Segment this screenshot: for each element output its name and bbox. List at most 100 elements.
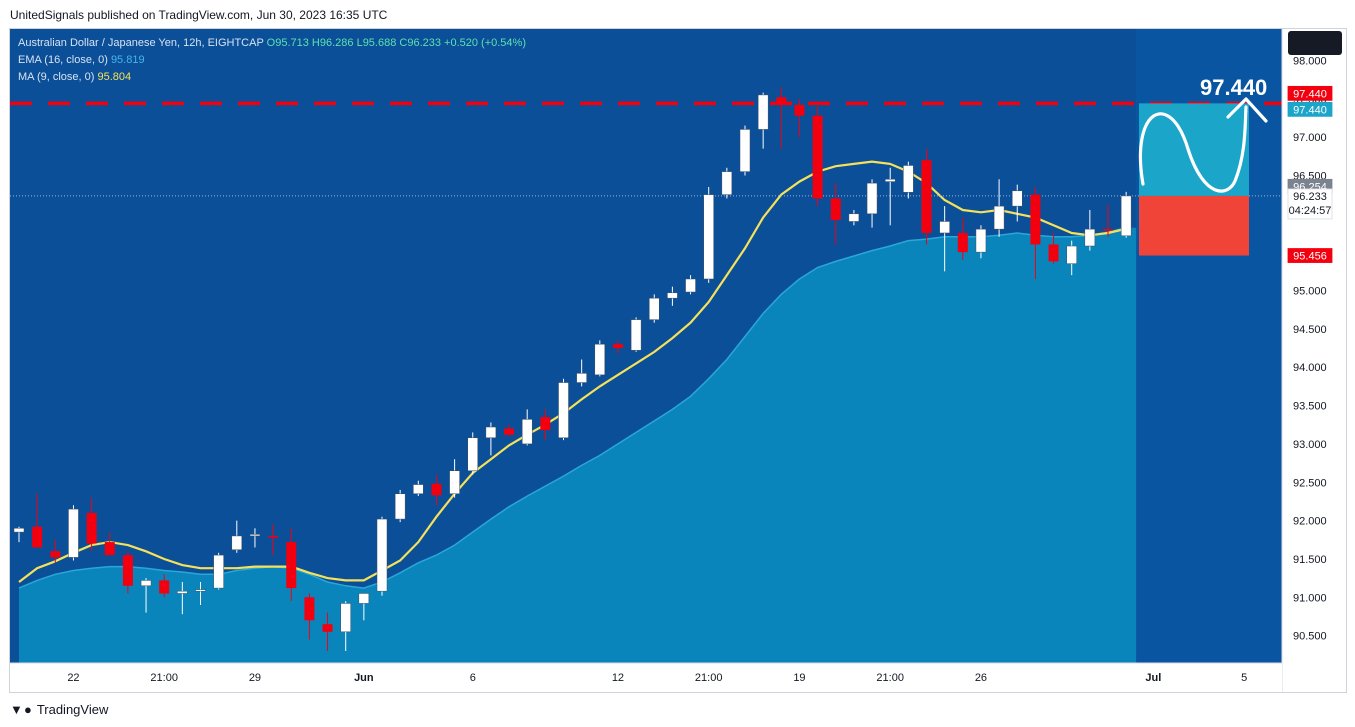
candle-down — [286, 542, 297, 589]
candle-up — [594, 343, 606, 376]
footer-brand: ▼ ● TradingView — [10, 702, 108, 717]
candle-up — [757, 94, 769, 130]
chart-frame[interactable]: Australian Dollar / Japanese Yen, 12h, E… — [9, 28, 1347, 693]
price-chart[interactable]: 97.440 90.500 91.000 91.500 92.000 92.500 93.0… — [10, 29, 1346, 692]
candle-down — [159, 580, 170, 594]
candle-up — [68, 508, 79, 558]
candle-up — [213, 554, 224, 589]
position-stop-zone — [1139, 195, 1249, 256]
candle-up — [993, 205, 1005, 230]
y-tick-label: 95.000 — [1293, 286, 1327, 298]
x-tick-label: 19 — [793, 672, 805, 684]
price-label-box — [1287, 188, 1333, 220]
candle-down — [86, 512, 97, 544]
x-tick-label: Jul — [1145, 672, 1161, 684]
candle-down — [50, 551, 61, 558]
price-label-text: 96.233 — [1293, 191, 1327, 203]
price-label-box — [1287, 85, 1333, 101]
legend-ema-value: 95.819 — [110, 54, 145, 66]
candle-up — [866, 182, 878, 215]
x-tick-label: 22 — [67, 672, 79, 684]
price-label-text: 97.440 — [1293, 88, 1327, 100]
legend-ma-value: 95.804 — [97, 71, 132, 83]
candle-down — [957, 232, 968, 253]
price-label-text: 97.440 — [1293, 104, 1327, 116]
ema-line — [18, 226, 1127, 589]
candle-up — [703, 194, 714, 280]
legend-row-symbol: Australian Dollar / Japanese Yen, 12h, E… — [18, 35, 526, 52]
legend-row-ema: EMA (16, close, 0) 95.819 — [18, 52, 526, 69]
legend-symbol: Australian Dollar / Japanese Yen, 12h, E… — [18, 37, 264, 49]
candle-up — [413, 484, 424, 495]
candle-up — [939, 221, 950, 234]
ema-area — [19, 227, 1137, 663]
candle-up — [376, 518, 388, 592]
candle-down — [812, 115, 823, 199]
candle-up — [358, 593, 370, 604]
candle-down — [794, 104, 805, 116]
candle-down — [830, 198, 841, 220]
y-tick-label: 94.000 — [1293, 362, 1327, 374]
price-label-text: 95.456 — [1293, 251, 1327, 263]
y-tick-label: 93.500 — [1293, 401, 1327, 413]
candle-up — [485, 426, 497, 439]
price-scale-badge[interactable] — [1288, 31, 1342, 55]
y-tick-label: 94.500 — [1293, 324, 1327, 336]
candle-up — [1084, 228, 1096, 247]
wave-annotation — [1138, 105, 1248, 193]
candle-up — [576, 373, 587, 383]
candle-down — [32, 526, 43, 548]
x-tick-label: 26 — [975, 672, 987, 684]
footer-brand-label: TradingView — [36, 702, 109, 717]
target-annotation-text: 97.440 — [1200, 75, 1267, 100]
candle-up — [558, 382, 569, 439]
candle-up — [903, 165, 914, 193]
candle-down — [104, 542, 115, 556]
candle-up — [721, 171, 733, 195]
y-tick-label: 92.500 — [1293, 477, 1327, 489]
candle-down — [322, 624, 333, 632]
x-tick-label: Jun — [354, 672, 374, 684]
price-label-box — [1287, 101, 1333, 117]
candle-up — [975, 228, 987, 253]
candle-up — [685, 278, 696, 293]
candle-up — [848, 213, 860, 222]
y-tick-label: 92.000 — [1293, 516, 1327, 528]
candle-up — [13, 528, 25, 533]
candle-up — [249, 534, 261, 537]
x-tick-label: 21:00 — [876, 672, 904, 684]
x-tick-label: 5 — [1241, 672, 1247, 684]
tradingview-logo-icon: ▼ ● — [10, 702, 32, 717]
y-tick-label: 93.000 — [1293, 439, 1327, 451]
time-axis — [10, 663, 1282, 692]
candle-down — [1048, 244, 1059, 262]
candle-up — [649, 297, 660, 320]
legend-row-ma: MA (9, close, 0) 95.804 — [18, 69, 526, 86]
candle-down — [122, 555, 133, 586]
candle-up — [177, 590, 188, 594]
candle-down — [612, 344, 623, 349]
x-tick-label: 6 — [470, 672, 476, 684]
candle-down — [268, 535, 279, 538]
candle-up — [1120, 195, 1132, 237]
candle-down — [921, 160, 932, 233]
candle-down — [1103, 229, 1113, 231]
x-tick-label: 12 — [612, 672, 624, 684]
y-tick-label: 98.000 — [1293, 55, 1327, 67]
y-tick-label: 90.500 — [1293, 631, 1327, 643]
ma-line — [18, 160, 1127, 583]
legend-ma-label: MA (9, close, 0) — [18, 71, 95, 83]
legend-ohlc: O95.713 H96.286 L95.688 C96.233 +0.520 (… — [266, 37, 526, 49]
publisher-header: UnitedSignals published on TradingView.c… — [10, 8, 388, 22]
y-tick-label: 91.500 — [1293, 554, 1327, 566]
candle-up — [1012, 190, 1023, 207]
position-target-zone — [1139, 103, 1249, 196]
candle-up — [630, 319, 642, 351]
x-tick-label: 21:00 — [695, 672, 723, 684]
candle-down — [776, 97, 787, 105]
candle-up — [231, 535, 243, 550]
candle-up — [467, 437, 478, 471]
x-tick-label: 21:00 — [150, 672, 178, 684]
candle-up — [739, 129, 751, 172]
candle-up — [884, 179, 896, 182]
